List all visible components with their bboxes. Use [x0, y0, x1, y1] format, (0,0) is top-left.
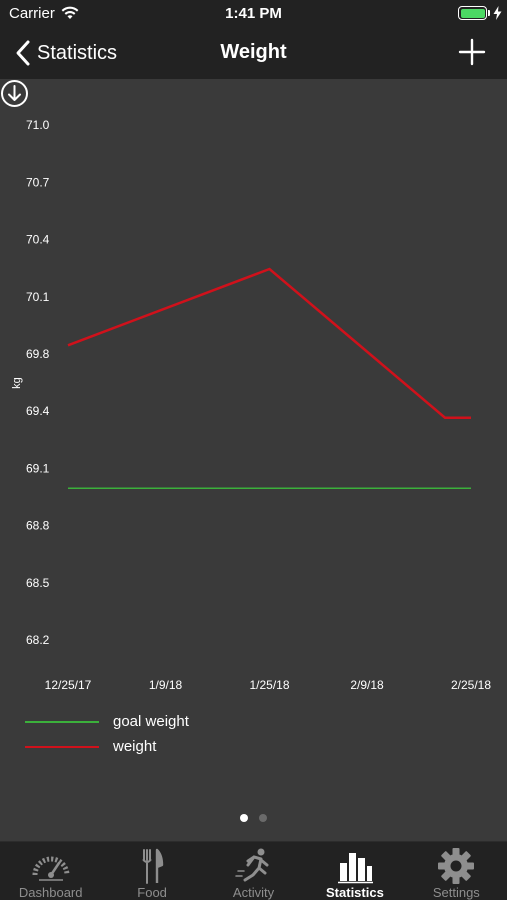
battery-icon — [458, 6, 487, 20]
back-label: Statistics — [37, 41, 118, 64]
y-tick-label: 69.4 — [26, 404, 50, 418]
fork-knife-icon — [142, 848, 164, 884]
weight-chart-plot: 71.0 70.7 70.4 70.1 69.8 69.4 69.1 68.8 68.5 68.2… — [11, 118, 491, 692]
y-tick-label: 70.1 — [26, 290, 50, 304]
tab-label-settings: Settings — [432, 885, 480, 900]
y-tick-label: 69.1 — [26, 461, 50, 475]
status-bar: Carrier 1:41 PM — [0, 0, 507, 28]
tab-food[interactable]: Food — [101, 842, 202, 900]
tab-settings[interactable]: Settings — [406, 842, 507, 900]
bar-chart-icon — [337, 853, 373, 884]
status-time: 1:41 PM — [225, 5, 282, 22]
y-tick-label: 70.4 — [26, 233, 50, 247]
legend-item-goal-weight: goal weight — [25, 709, 189, 734]
carrier-label: Carrier — [9, 5, 55, 22]
chart-legend: goal weight weight — [25, 709, 189, 759]
x-tick-label: 2/25/18 — [451, 678, 491, 692]
y-tick-label: 70.7 — [26, 175, 50, 189]
legend-swatch-goal-weight — [25, 720, 99, 723]
page-dot-2[interactable] — [259, 814, 267, 822]
weight-chart: 71.0 70.7 70.4 70.1 69.8 69.4 69.1 68.8 68.5 68.2… — [0, 79, 507, 762]
tab-label-dashboard: Dashboard — [18, 885, 83, 900]
legend-item-weight: weight — [25, 734, 189, 759]
chevron-left-icon — [16, 40, 30, 66]
tab-activity[interactable]: Activity — [203, 842, 304, 900]
y-tick-label: 68.2 — [26, 633, 50, 647]
page-dot-1[interactable] — [240, 814, 248, 822]
y-tick-label: 69.8 — [26, 347, 50, 361]
battery-cap — [488, 10, 490, 16]
x-tick-label: 12/25/17 — [45, 678, 92, 692]
y-axis-label: kg — [11, 377, 23, 389]
x-tick-label: 2/9/18 — [350, 678, 384, 692]
navigation-bar: Statistics Weight — [0, 28, 507, 79]
x-tick-label: 1/9/18 — [149, 678, 183, 692]
x-tick-label: 1/25/18 — [249, 678, 289, 692]
tab-dashboard[interactable]: Dashboard — [0, 842, 101, 900]
page-control[interactable] — [0, 814, 507, 822]
gear-icon — [438, 848, 475, 884]
weight-line — [67, 267, 471, 419]
back-button[interactable]: Statistics — [14, 38, 117, 68]
legend-swatch-weight — [25, 745, 99, 748]
runner-icon — [234, 848, 269, 882]
tab-bar: Dashboard Food Activity Statistics — [0, 841, 507, 900]
y-tick-label: 71.0 — [26, 118, 50, 132]
tab-label-activity: Activity — [232, 885, 275, 900]
y-tick-label: 68.5 — [26, 576, 50, 590]
download-icon[interactable] — [0, 79, 29, 108]
wifi-icon — [61, 6, 79, 19]
speedometer-icon — [32, 856, 70, 881]
tab-label-statistics: Statistics — [326, 885, 384, 900]
tab-statistics[interactable]: Statistics — [304, 842, 405, 900]
charging-bolt-icon — [493, 6, 502, 20]
tab-label-food: Food — [137, 885, 167, 900]
y-tick-label: 68.8 — [26, 519, 50, 533]
legend-label-goal-weight: goal weight — [113, 713, 189, 730]
add-icon[interactable] — [458, 38, 486, 66]
legend-label-weight: weight — [113, 738, 157, 755]
